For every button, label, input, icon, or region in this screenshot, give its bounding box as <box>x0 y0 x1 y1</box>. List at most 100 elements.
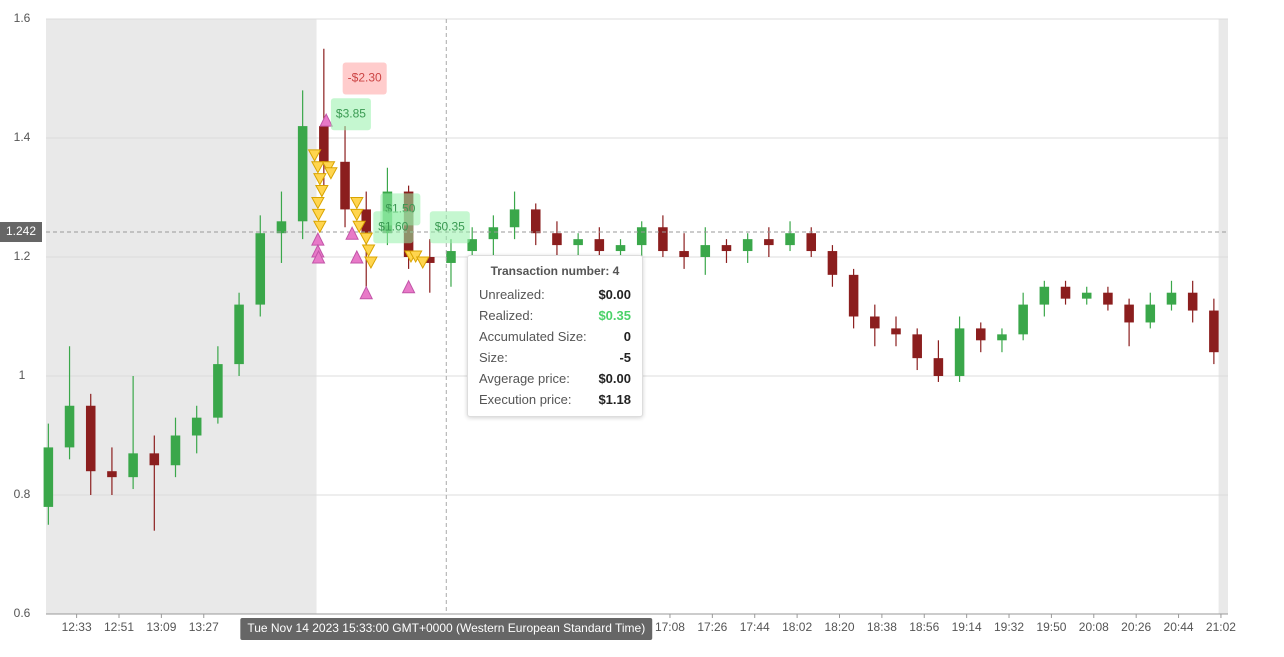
tooltip-value: $0.35 <box>598 308 631 323</box>
candle-body <box>340 161 350 210</box>
sell-marker <box>315 185 329 198</box>
candle-body <box>1081 292 1092 299</box>
candle <box>276 191 287 263</box>
candle-body <box>128 453 138 478</box>
candle-body <box>170 435 181 466</box>
candle-body <box>976 328 986 341</box>
sell-marker <box>311 196 325 210</box>
candle-body <box>107 471 117 478</box>
tooltip-row: Realized: $0.35 <box>479 305 631 326</box>
pnl-label: $1.60 <box>373 211 414 244</box>
sell-marker <box>307 149 322 162</box>
candle <box>742 233 753 263</box>
sell-marker <box>352 220 367 234</box>
pnl-box <box>429 211 470 244</box>
tooltip-row: Unrealized: $0.00 <box>479 284 631 305</box>
candle-body <box>1018 304 1028 335</box>
x-tick-label: 20:08 <box>1079 620 1109 634</box>
candle-body <box>658 227 668 252</box>
candle-body <box>997 334 1007 341</box>
candle <box>891 316 901 347</box>
candle-body <box>530 209 541 234</box>
candle-body <box>361 209 371 234</box>
candle <box>1060 280 1071 305</box>
tooltip-value: -5 <box>619 350 631 365</box>
pnl-label: -$2.30 <box>342 62 387 95</box>
candle <box>1018 292 1028 341</box>
x-tick-label: 20:44 <box>1164 620 1194 634</box>
x-tick-label: 12:51 <box>104 620 134 634</box>
candle-body <box>742 239 753 252</box>
tooltip-label: Realized: <box>479 308 534 323</box>
candle <box>636 221 647 257</box>
candle-body <box>1103 292 1113 305</box>
x-tick-label: 12:33 <box>62 620 92 634</box>
candle <box>149 435 160 531</box>
sell-marker <box>364 256 378 269</box>
candle-body <box>785 233 795 246</box>
candle <box>679 233 689 269</box>
candle-body <box>276 221 287 234</box>
x-tick-label: 21:02 <box>1206 620 1236 634</box>
y-tick-label: 0.6 <box>14 606 31 620</box>
pnl-label: $0.35 <box>429 211 470 244</box>
candle-body <box>85 405 96 472</box>
candle-body <box>764 239 774 246</box>
candle <box>700 227 711 275</box>
x-tick-label: 18:02 <box>782 620 812 634</box>
candle <box>340 126 350 228</box>
y-tick-label: 1.4 <box>14 130 31 144</box>
candle-body <box>806 233 817 252</box>
candle <box>785 221 795 252</box>
crosshair-y-label: 1.242 <box>0 222 42 243</box>
crosshair-x-label: Tue Nov 14 2023 15:33:00 GMT+0000 (Weste… <box>240 618 653 640</box>
candle-body <box>319 126 329 162</box>
buy-marker <box>319 113 334 127</box>
sell-marker <box>349 196 364 210</box>
y-tick-label: 0.8 <box>14 487 31 501</box>
candle-body <box>1187 292 1198 311</box>
sell-marker <box>359 232 374 246</box>
candle <box>933 340 944 382</box>
candle <box>43 423 54 525</box>
candle <box>1187 280 1198 323</box>
x-tick-label: 18:56 <box>909 620 939 634</box>
buy-marker <box>311 249 326 264</box>
candle <box>297 90 308 240</box>
candle-body <box>488 227 499 240</box>
candle-body <box>297 126 308 222</box>
candle-body <box>446 251 456 263</box>
candle <box>827 245 838 287</box>
candle <box>213 346 223 424</box>
candle <box>85 393 96 495</box>
candle-body <box>700 245 711 257</box>
candle-body <box>891 328 901 335</box>
candle-body <box>552 233 562 246</box>
tooltip-label: Execution price: <box>479 392 572 407</box>
sell-marker <box>313 173 327 186</box>
tooltip-label: Size: <box>479 350 508 365</box>
candle <box>870 304 880 347</box>
sell-marker <box>311 208 326 222</box>
x-tick-label: 18:20 <box>824 620 854 634</box>
candle <box>488 215 499 257</box>
candle <box>1103 286 1113 311</box>
buy-marker <box>359 285 374 300</box>
candle-body <box>509 209 520 228</box>
candle <box>170 417 181 478</box>
tooltip-label: Unrealized: <box>479 287 545 302</box>
x-tick-label: 17:26 <box>697 620 727 634</box>
pnl-text: $1.60 <box>378 219 408 233</box>
candle-body <box>467 239 477 252</box>
candle-body <box>425 257 435 263</box>
candle <box>255 215 266 317</box>
pnl-box <box>330 98 371 131</box>
candle-body <box>191 417 202 436</box>
candle <box>107 447 117 495</box>
candle-body <box>255 233 266 305</box>
candle-body <box>64 405 75 448</box>
tooltip-label: Accumulated Size: <box>479 329 587 344</box>
candle-body <box>827 251 838 275</box>
sell-marker <box>311 161 325 174</box>
